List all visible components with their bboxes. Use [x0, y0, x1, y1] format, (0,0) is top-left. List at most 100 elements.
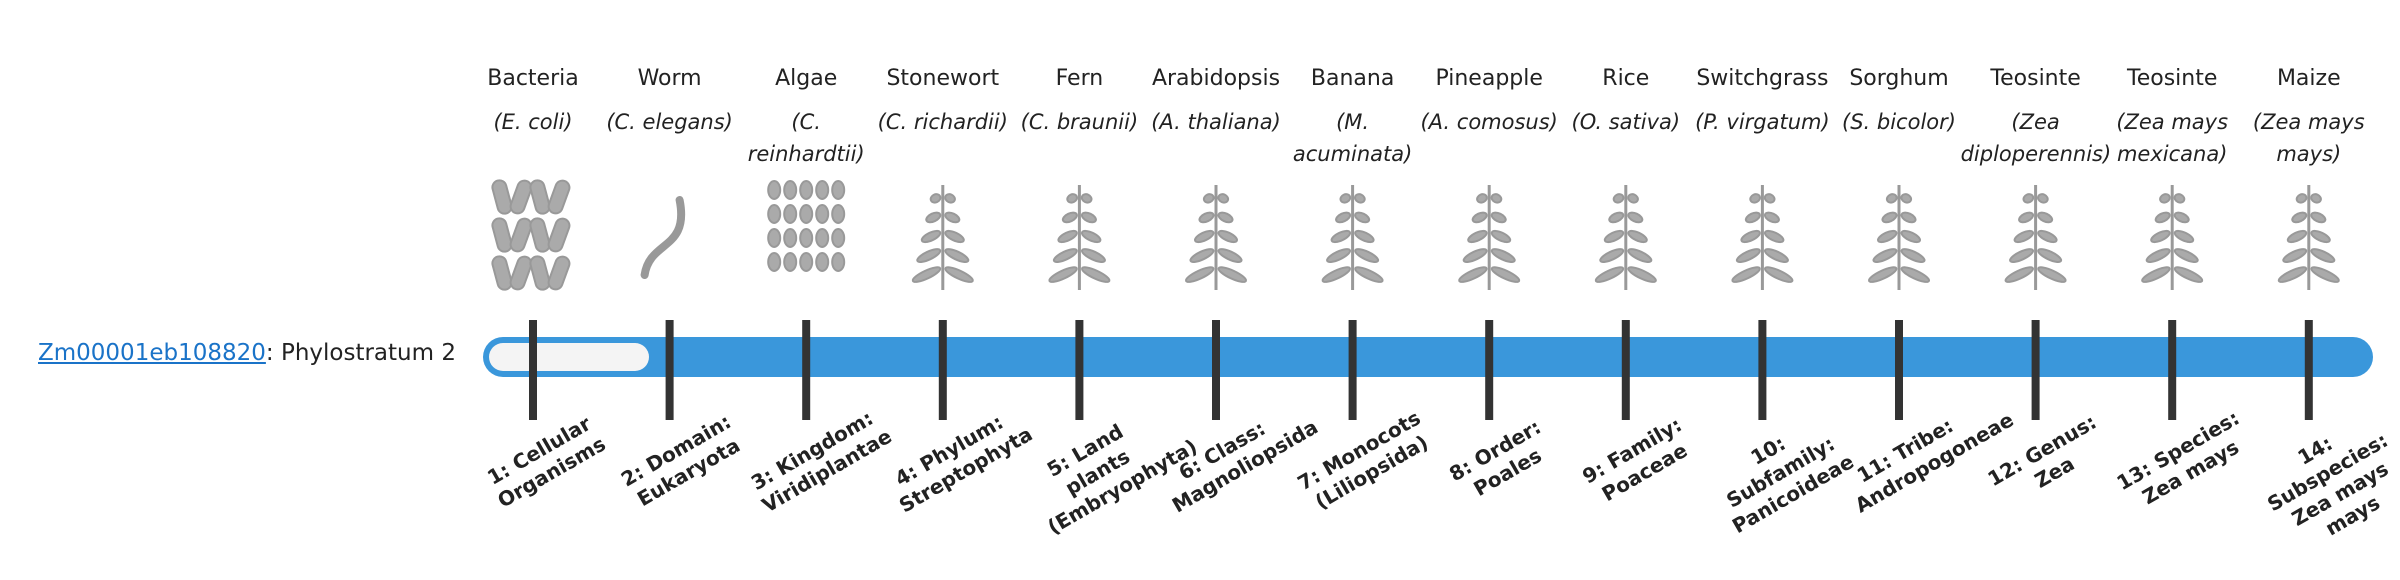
- leaf: [925, 211, 942, 224]
- rod: [491, 217, 513, 253]
- leaf: [1462, 248, 1488, 263]
- leaf: [1189, 248, 1215, 263]
- stratum-tick: [2031, 320, 2040, 420]
- leaf: [2310, 248, 2336, 263]
- leaf: [1764, 266, 1794, 283]
- cell: [815, 252, 830, 272]
- organism-icon: [2141, 185, 2204, 290]
- leaf: [2286, 229, 2308, 244]
- leaf: [1080, 229, 1102, 244]
- leaf: [1458, 266, 1488, 283]
- leaf: [2295, 193, 2308, 204]
- leaf: [1048, 266, 1078, 283]
- leaf: [1900, 193, 1913, 204]
- leaf: [1330, 229, 1352, 244]
- cell: [815, 228, 830, 248]
- leaf: [2022, 193, 2035, 204]
- leaf: [1354, 193, 1366, 204]
- organism-icon: [2277, 185, 2340, 290]
- cell: [799, 228, 814, 248]
- cell: [783, 204, 798, 224]
- leaf: [2277, 266, 2308, 283]
- leaf: [929, 193, 942, 204]
- leaf: [2013, 229, 2035, 244]
- common-name: Bacteria: [487, 66, 579, 91]
- leaf: [1763, 229, 1785, 244]
- common-name: Algae: [775, 66, 838, 91]
- leaf: [2173, 193, 2186, 204]
- leaf: [1354, 248, 1380, 263]
- leaf: [1080, 211, 1097, 224]
- leaf: [1763, 211, 1780, 224]
- leaf: [1763, 248, 1789, 263]
- scientific-name: (Zea diploperennis): [1960, 110, 2112, 166]
- leaf: [2145, 248, 2171, 263]
- leaf: [2018, 211, 2035, 224]
- leaf: [1603, 229, 1625, 244]
- leaf: [1321, 266, 1351, 283]
- common-name: Teosinte: [1990, 66, 2081, 91]
- leaf: [1900, 248, 1926, 263]
- rod: [529, 179, 551, 215]
- leaf: [1744, 211, 1761, 224]
- cell: [767, 228, 782, 248]
- cell: [799, 180, 814, 200]
- cell: [815, 204, 830, 224]
- organism-icon: [2004, 185, 2067, 290]
- stratum-tick: [665, 320, 674, 420]
- organism-icon: [491, 179, 571, 291]
- leaf: [1876, 229, 1898, 244]
- scientific-name: (O. sativa): [1571, 110, 1681, 134]
- leaf: [1061, 211, 1078, 224]
- common-name: Maize: [2276, 66, 2341, 91]
- common-name: Fern: [1055, 66, 1104, 91]
- organism-icon: [1458, 185, 1521, 290]
- stratum-tick: [2168, 320, 2177, 420]
- leaf: [1627, 266, 1657, 283]
- leaf: [916, 248, 942, 263]
- rod: [547, 217, 571, 253]
- leaf: [2037, 193, 2049, 204]
- leaf: [1471, 211, 1488, 224]
- organism-icon: [1731, 185, 1794, 290]
- stratum-tick: [529, 320, 537, 420]
- leaf: [1326, 248, 1352, 263]
- scientific-name: (C. braunii): [1020, 110, 1139, 134]
- leaf: [1490, 229, 1512, 244]
- leaf: [1627, 193, 1639, 204]
- organism-icon: [911, 185, 974, 290]
- excluded-segment: [489, 343, 649, 371]
- scientific-name: (C. richardii): [877, 110, 1008, 134]
- leaf: [1080, 193, 1093, 204]
- organism-icon: [767, 180, 846, 272]
- leaf: [2150, 229, 2171, 244]
- stratum-tick: [1758, 320, 1767, 420]
- stratum-tick: [938, 320, 947, 420]
- leaf: [2310, 229, 2331, 244]
- leaf: [2310, 211, 2327, 224]
- leaf: [1217, 229, 1239, 244]
- organism-icon: [1048, 185, 1111, 290]
- organism-icon: [640, 196, 686, 279]
- cell: [767, 180, 782, 200]
- rod: [547, 255, 571, 291]
- leaf: [1881, 211, 1898, 224]
- leaf: [1217, 248, 1243, 263]
- leaf: [2173, 248, 2199, 263]
- leaf: [2037, 229, 2058, 244]
- leaf: [2037, 266, 2067, 283]
- leaf: [2291, 211, 2308, 224]
- scientific-name: (C. reinhardtii): [747, 110, 865, 166]
- leaf: [1627, 229, 1648, 244]
- leaf: [944, 248, 970, 263]
- leaf: [1052, 248, 1078, 263]
- leaf: [1735, 248, 1761, 263]
- scientific-name: (Zea mays mexicana): [2116, 110, 2229, 166]
- leaf: [1885, 193, 1898, 204]
- cell: [783, 252, 798, 272]
- scientific-name: (A. thaliana): [1151, 110, 1281, 134]
- leaf: [1608, 211, 1625, 224]
- gene-link[interactable]: Zm00001eb108820: [38, 340, 266, 366]
- leaf: [1066, 193, 1078, 204]
